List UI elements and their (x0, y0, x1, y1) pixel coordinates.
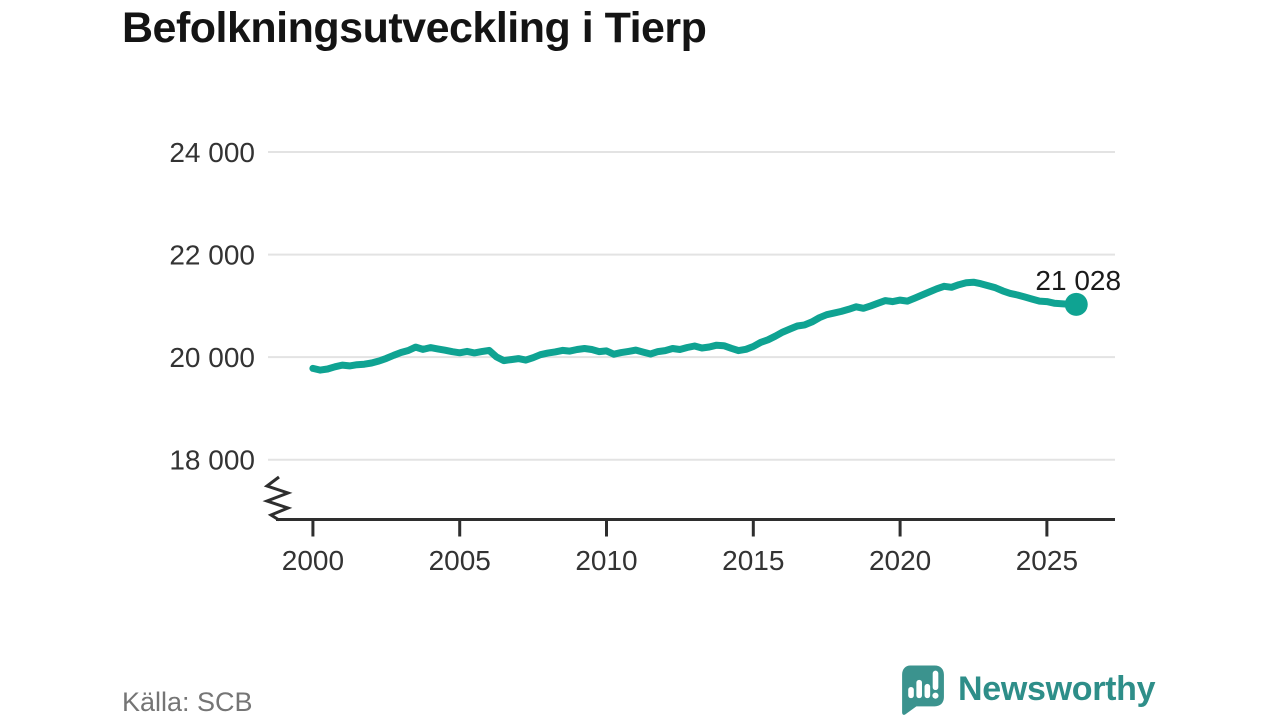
y-axis-tick-label: 20 000 (169, 342, 255, 373)
newsworthy-branding: Newsworthy (897, 663, 1156, 715)
x-axis-tick-label: 2025 (1016, 545, 1078, 576)
newsworthy-logo-icon (902, 665, 944, 715)
logo-bar-1 (908, 686, 914, 699)
y-axis-tick-label: 22 000 (169, 240, 255, 271)
page-title: Befolkningsutveckling i Tierp (122, 4, 707, 52)
x-axis-tick-label: 2015 (722, 545, 784, 576)
end-point-marker (1064, 292, 1088, 316)
logo-exclamation-bar (932, 670, 939, 691)
logo-exclamation-dot (932, 692, 939, 699)
population-line (309, 278, 1080, 374)
y-axis-break-icon (262, 475, 293, 522)
x-axis-tick-label: 2000 (282, 545, 344, 576)
newsworthy-wordmark: Newsworthy (958, 669, 1156, 708)
logo-bar-2 (916, 679, 922, 699)
x-axis-tick-label: 2005 (429, 545, 491, 576)
x-axis-tick-label: 2020 (869, 545, 931, 576)
y-axis-tick-label: 24 000 (169, 137, 255, 168)
y-axis-tick-label: 18 000 (169, 445, 255, 476)
x-axis-tick-label: 2010 (575, 545, 637, 576)
source-note: Källa: SCB (122, 687, 253, 717)
logo-bar-3 (924, 683, 931, 699)
end-value-label: 21 028 (1035, 265, 1121, 296)
